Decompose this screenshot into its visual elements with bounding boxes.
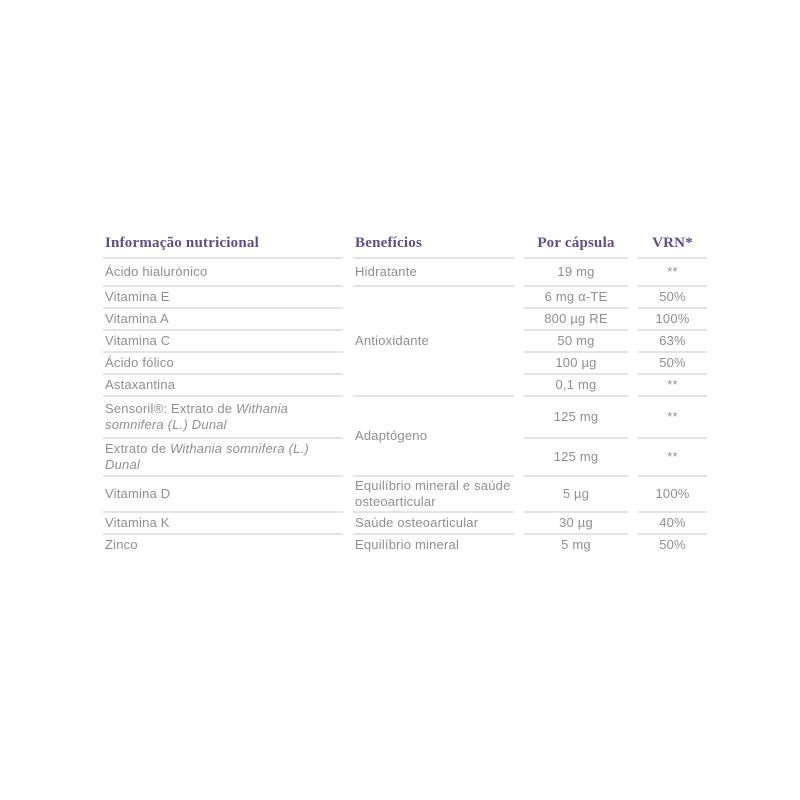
table-row: Astaxantina 0,1 mg ** bbox=[103, 375, 707, 397]
nutrition-table-section: Informação nutricional Benefícios Por cá… bbox=[93, 232, 717, 555]
per-capsule-value: 19 mg bbox=[524, 259, 628, 287]
nutrient-name: Vitamina A bbox=[103, 309, 343, 331]
table-row: Vitamina A 800 µg RE 100% bbox=[103, 309, 707, 331]
table-row: Ácido hialurónico Hidratante 19 mg ** bbox=[103, 259, 707, 287]
vrn-value: 50% bbox=[638, 287, 707, 309]
benefit-cell: Equilíbrio mineral bbox=[355, 536, 460, 552]
vrn-value: 100% bbox=[638, 477, 707, 513]
header-row: Informação nutricional Benefícios Por cá… bbox=[103, 232, 707, 259]
per-capsule-value: 30 µg bbox=[524, 513, 628, 535]
nutrient-name-regular: Sensoril®: Extrato de bbox=[105, 400, 237, 416]
table-row: Vitamina K Saúde osteoarticular 30 µg 40… bbox=[103, 513, 707, 535]
table-row: Vitamina C 50 mg 63% bbox=[103, 331, 707, 353]
table-row: Zinco Equilíbrio mineral 5 mg 50% bbox=[103, 535, 707, 555]
benefit-cell: Saúde osteoarticular bbox=[353, 513, 514, 535]
column-header-per-capsule: Por cápsula bbox=[524, 232, 628, 259]
nutrient-name: Vitamina C bbox=[103, 331, 343, 353]
vrn-value: 50% bbox=[659, 536, 686, 552]
per-capsule-value: 5 mg bbox=[561, 536, 591, 552]
nutrient-name: Vitamina K bbox=[103, 513, 343, 535]
vrn-value: ** bbox=[638, 439, 707, 477]
per-capsule-value: 100 µg bbox=[524, 353, 628, 375]
nutrient-name: Ácido hialurónico bbox=[103, 259, 343, 287]
nutrient-name: Vitamina E bbox=[103, 287, 343, 309]
table-row: Vitamina D Equilíbrio mineral e saúde os… bbox=[103, 477, 707, 513]
per-capsule-value: 800 µg RE bbox=[524, 309, 628, 331]
vrn-value: ** bbox=[638, 259, 707, 287]
per-capsule-value: 125 mg bbox=[524, 397, 628, 439]
nutrient-name-italic: Withania somnifera (L.) Dunal bbox=[105, 440, 309, 472]
vrn-value: 40% bbox=[638, 513, 707, 535]
per-capsule-value: 0,1 mg bbox=[524, 375, 628, 397]
nutrient-name-regular: Extrato de bbox=[105, 440, 171, 456]
table-row: Vitamina E Antioxidante 6 mg α-TE 50% bbox=[103, 287, 707, 397]
vrn-value: 63% bbox=[638, 331, 707, 353]
table-row: Ácido fólico 100 µg 50% bbox=[103, 353, 707, 375]
benefit-cell: Antioxidante bbox=[353, 287, 514, 397]
benefit-cell: Hidratante bbox=[353, 259, 514, 287]
vrn-value: ** bbox=[638, 375, 707, 397]
nutrition-table: Informação nutricional Benefícios Por cá… bbox=[93, 232, 717, 555]
nutrient-name: Astaxantina bbox=[103, 375, 343, 397]
vrn-value: 100% bbox=[638, 309, 707, 331]
column-header-vrn: VRN* bbox=[638, 232, 707, 259]
vrn-value: 50% bbox=[638, 353, 707, 375]
column-header-benefits: Benefícios bbox=[353, 232, 514, 259]
table-row: Sensoril®: Extrato de Withania somnifera… bbox=[103, 397, 707, 477]
benefit-cell: Adaptógeno bbox=[353, 397, 514, 477]
nutrient-name: Vitamina D bbox=[103, 477, 343, 513]
nutrient-name-italic: Withania somnifera (L.) Dunal bbox=[105, 400, 289, 432]
table-row: Extrato de Withania somnifera (L.) Dunal… bbox=[103, 439, 707, 477]
nutrient-name: Zinco bbox=[105, 536, 138, 552]
per-capsule-value: 125 mg bbox=[524, 439, 628, 477]
nutrient-name: Sensoril®: Extrato de Withania somnifera… bbox=[103, 397, 343, 439]
nutrient-name: Ácido fólico bbox=[103, 353, 343, 375]
benefit-cell: Equilíbrio mineral e saúde osteoarticula… bbox=[353, 477, 514, 513]
nutrient-name: Extrato de Withania somnifera (L.) Dunal bbox=[103, 439, 343, 477]
per-capsule-value: 6 mg α-TE bbox=[524, 287, 628, 309]
vrn-value: ** bbox=[638, 397, 707, 439]
per-capsule-value: 50 mg bbox=[524, 331, 628, 353]
per-capsule-value: 5 µg bbox=[524, 477, 628, 513]
column-header-nutrition-info: Informação nutricional bbox=[103, 232, 343, 259]
